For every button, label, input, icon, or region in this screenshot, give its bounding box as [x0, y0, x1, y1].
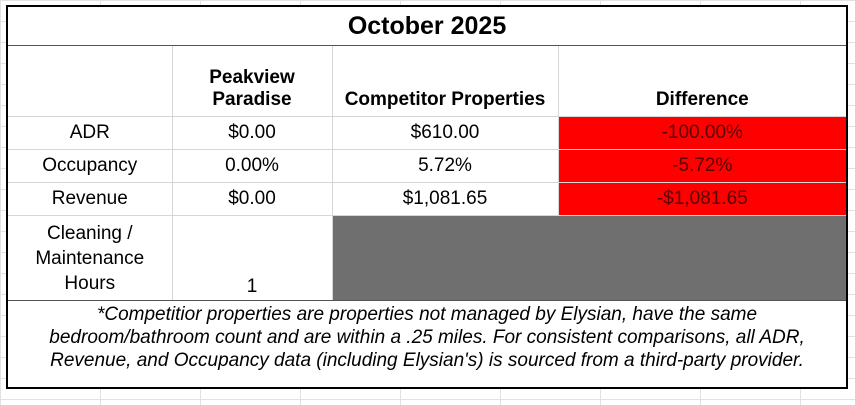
peakview-value[interactable]: $0.00: [172, 116, 333, 150]
peakview-value[interactable]: $0.00: [172, 182, 333, 216]
row-label[interactable]: Revenue: [8, 182, 173, 216]
row-cleaning-hours: Cleaning / Maintenance Hours 1: [8, 215, 847, 301]
blocked-gray-cell[interactable]: [332, 215, 847, 301]
row-label[interactable]: ADR: [8, 116, 173, 150]
competitor-value[interactable]: $1,081.65: [332, 182, 559, 216]
header-peakview[interactable]: Peakview Paradise: [172, 45, 333, 117]
header-blank-cell[interactable]: [8, 45, 173, 117]
header-difference[interactable]: Difference: [558, 45, 847, 117]
cleaning-hours-value[interactable]: 1: [172, 215, 333, 301]
header-competitor[interactable]: Competitor Properties: [332, 45, 559, 117]
footnote-row: *Competitior properties are properties n…: [8, 301, 846, 373]
title-row: October 2025: [8, 7, 847, 46]
row-occupancy: Occupancy 0.00% 5.72% -5.72%: [8, 149, 847, 183]
peakview-value[interactable]: 0.00%: [172, 149, 333, 183]
row-adr: ADR $0.00 $610.00 -100.00%: [8, 116, 847, 150]
cleaning-hours-label[interactable]: Cleaning / Maintenance Hours: [8, 215, 173, 301]
difference-value[interactable]: -5.72%: [558, 149, 847, 183]
header-row: Peakview Paradise Competitor Properties …: [8, 45, 847, 117]
competitor-value[interactable]: $610.00: [332, 116, 559, 150]
difference-value[interactable]: -100.00%: [558, 116, 847, 150]
october-report-table: October 2025 Peakview Paradise Competito…: [6, 5, 848, 389]
footnote-text[interactable]: *Competitior properties are properties n…: [49, 304, 805, 371]
row-label[interactable]: Occupancy: [8, 149, 173, 183]
report-title[interactable]: October 2025: [8, 7, 847, 46]
competitor-value[interactable]: 5.72%: [332, 149, 559, 183]
report-grid: October 2025 Peakview Paradise Competito…: [8, 7, 847, 373]
row-revenue: Revenue $0.00 $1,081.65 -$1,081.65: [8, 182, 847, 216]
difference-value[interactable]: -$1,081.65: [558, 182, 847, 216]
